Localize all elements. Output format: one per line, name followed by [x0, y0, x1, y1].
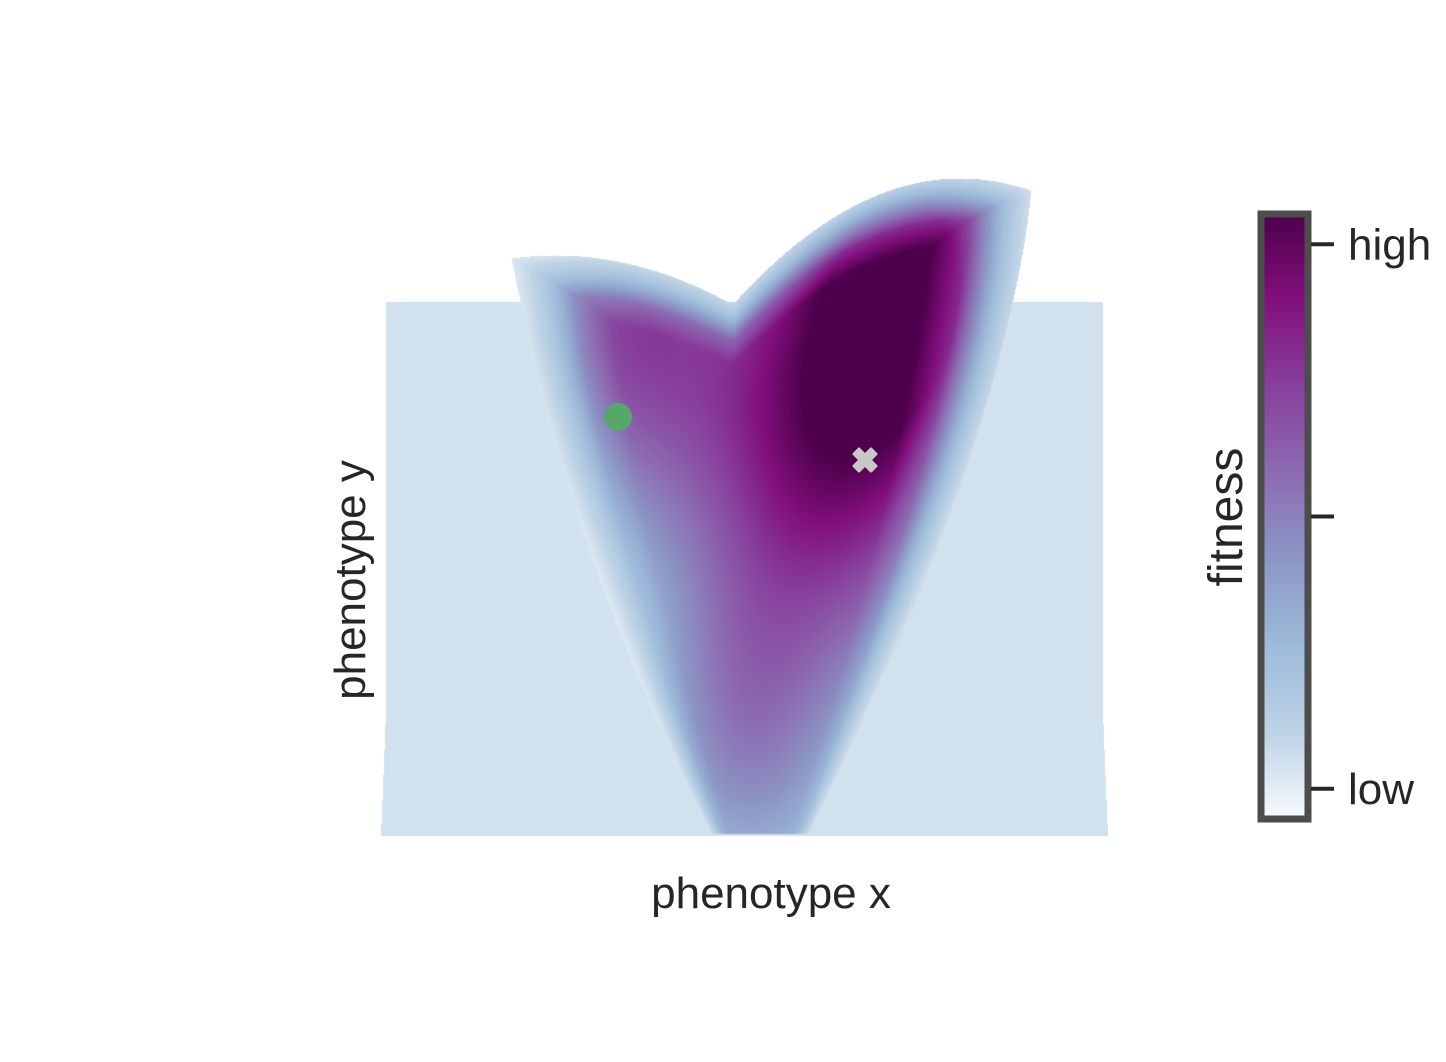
markers [604, 403, 878, 473]
colorbar-tick-label-high: high [1348, 220, 1431, 269]
colorbar: high low fitness [1200, 210, 1431, 823]
y-axis-label: phenotype y [326, 460, 375, 700]
colorbar-gradient [1261, 214, 1308, 819]
marker-optimum [852, 447, 878, 473]
colorbar-tick-label-low: low [1348, 765, 1414, 814]
colorbar-ticks: high low [1311, 220, 1431, 814]
fitness-landscape [380, 170, 1108, 838]
colorbar-frame [1257, 210, 1312, 823]
fitness-heatmap [380, 170, 1108, 838]
colorbar-label: fitness [1200, 448, 1253, 587]
marker-start [604, 403, 632, 431]
x-axis-label: phenotype x [651, 869, 891, 918]
